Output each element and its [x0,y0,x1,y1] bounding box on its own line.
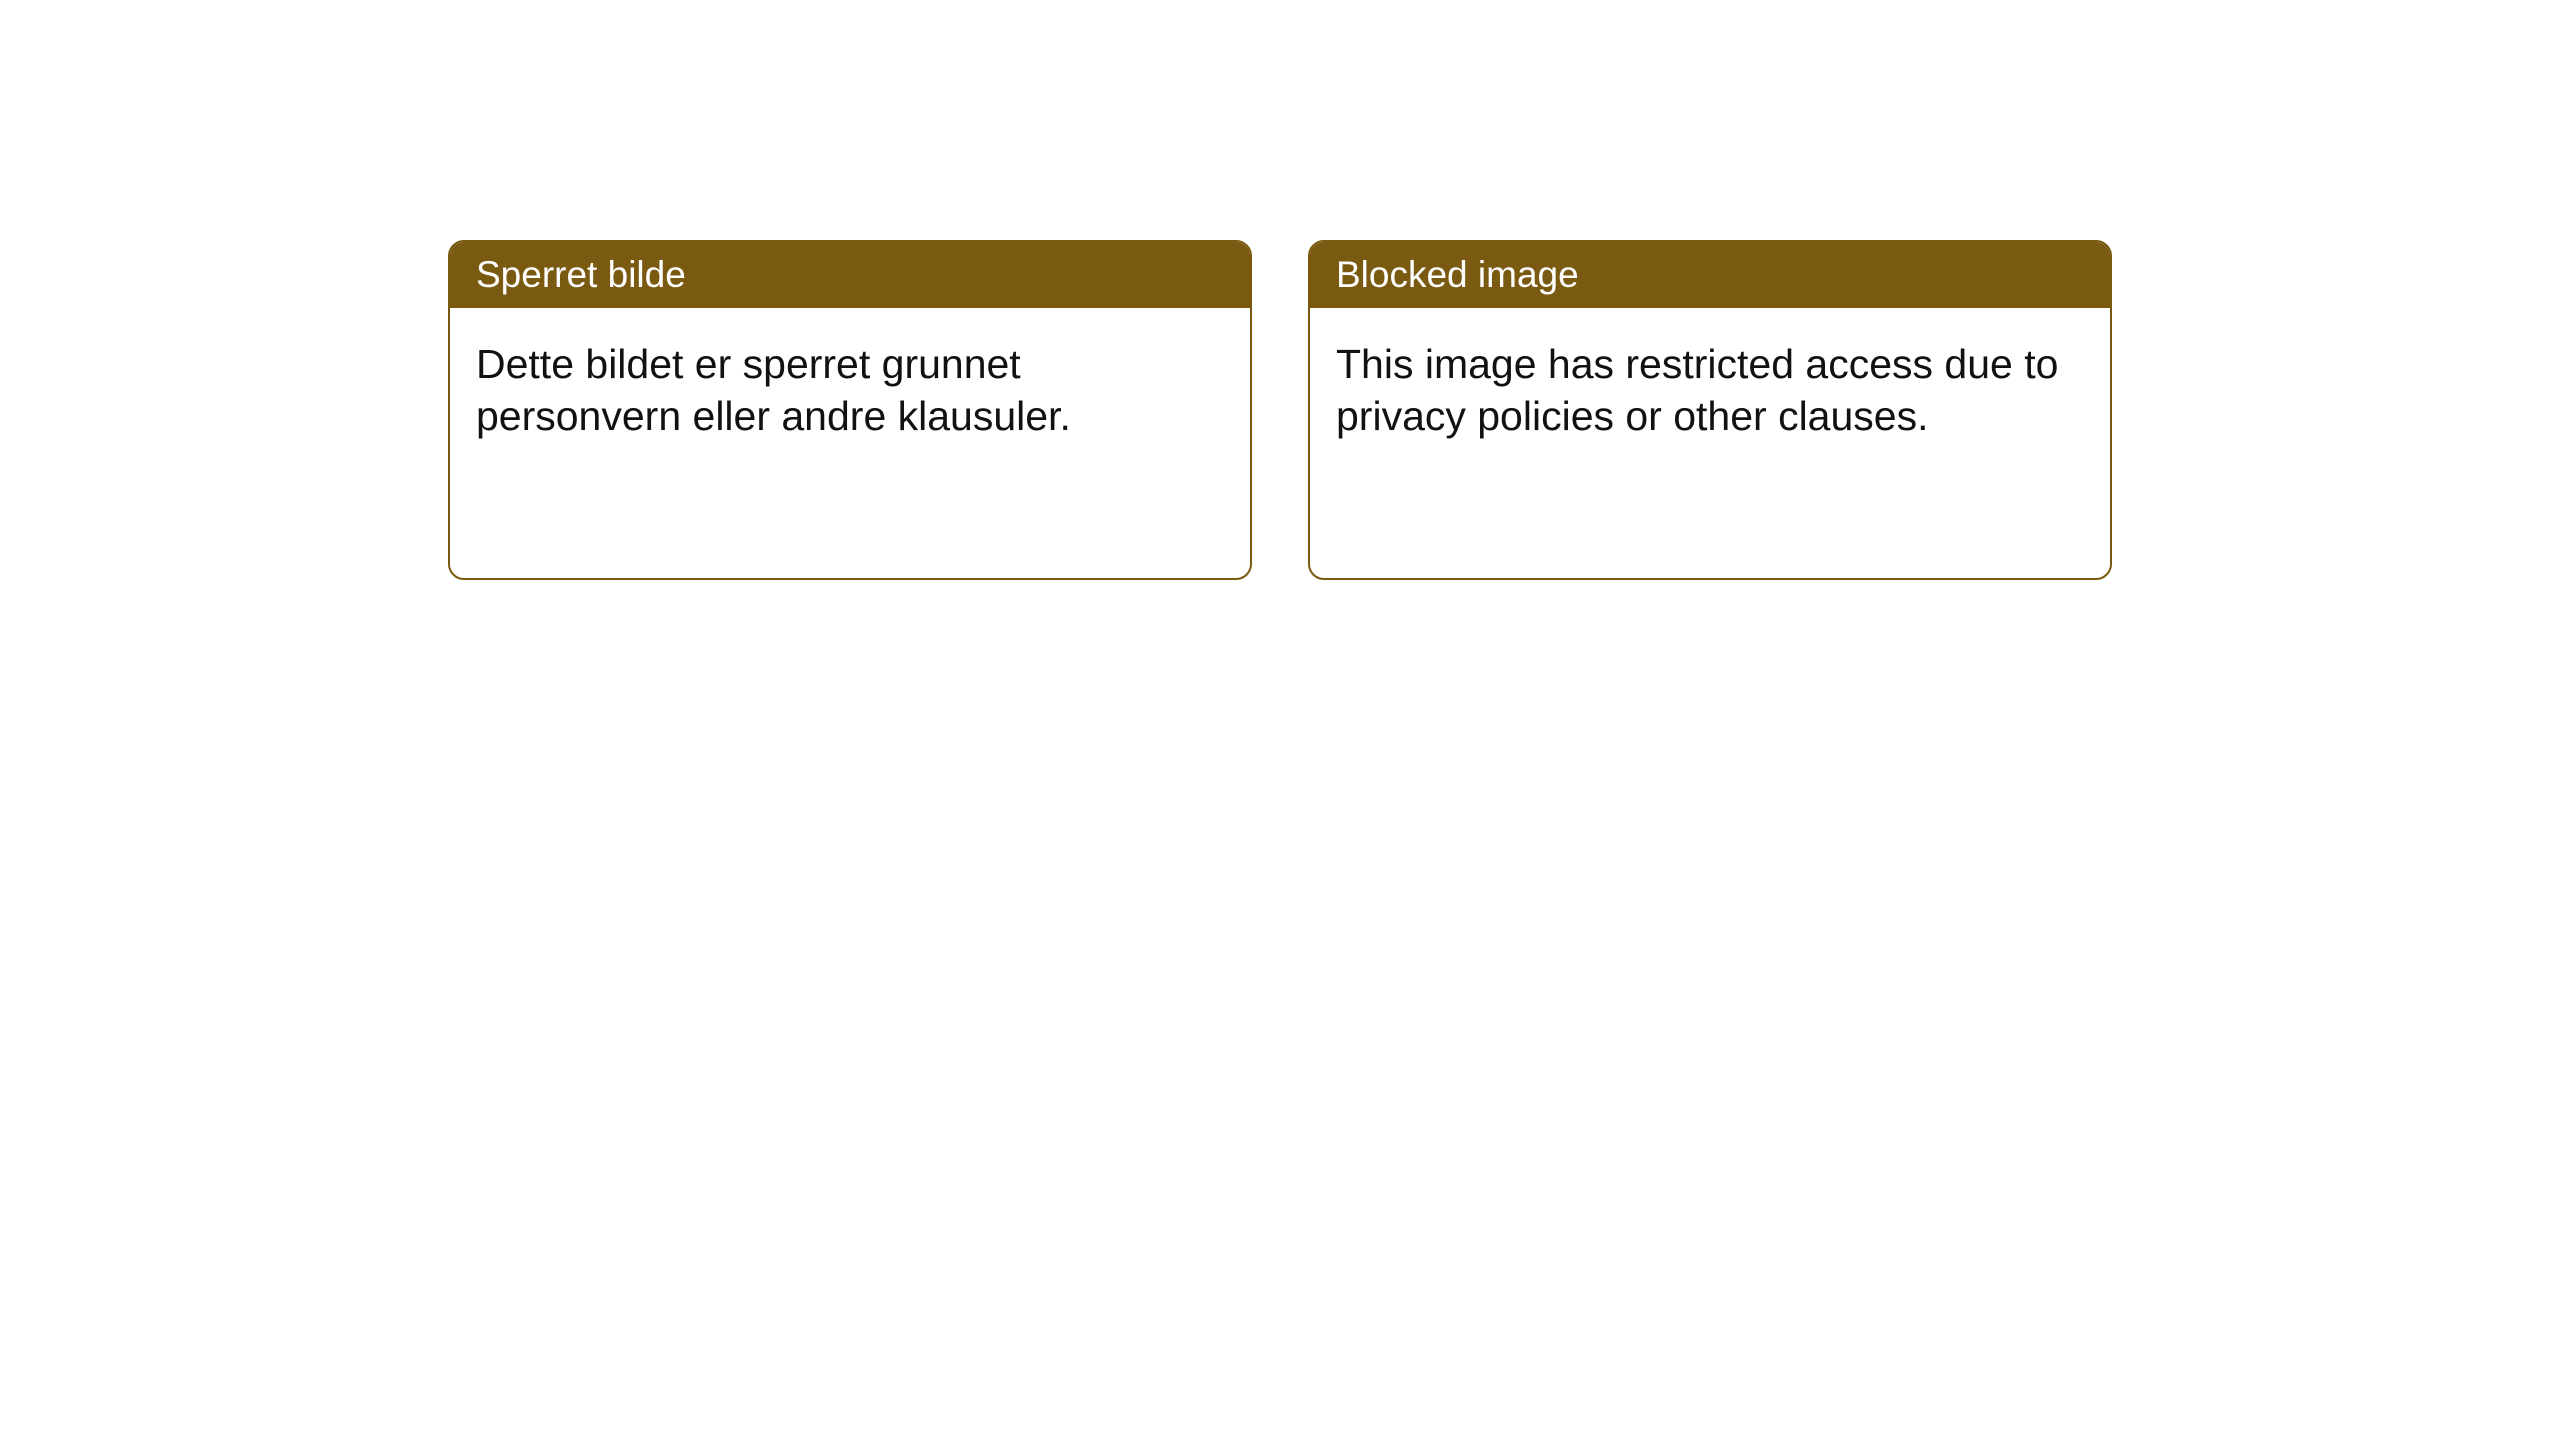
notice-body-no: Dette bildet er sperret grunnet personve… [450,308,1250,578]
notice-title-no: Sperret bilde [476,254,686,295]
notice-container: Sperret bilde Dette bildet er sperret gr… [448,240,2112,580]
notice-card-en: Blocked image This image has restricted … [1308,240,2112,580]
notice-body-en: This image has restricted access due to … [1310,308,2110,578]
notice-header-en: Blocked image [1310,242,2110,308]
notice-text-en: This image has restricted access due to … [1336,341,2058,439]
notice-card-no: Sperret bilde Dette bildet er sperret gr… [448,240,1252,580]
notice-text-no: Dette bildet er sperret grunnet personve… [476,341,1071,439]
notice-header-no: Sperret bilde [450,242,1250,308]
notice-title-en: Blocked image [1336,254,1579,295]
